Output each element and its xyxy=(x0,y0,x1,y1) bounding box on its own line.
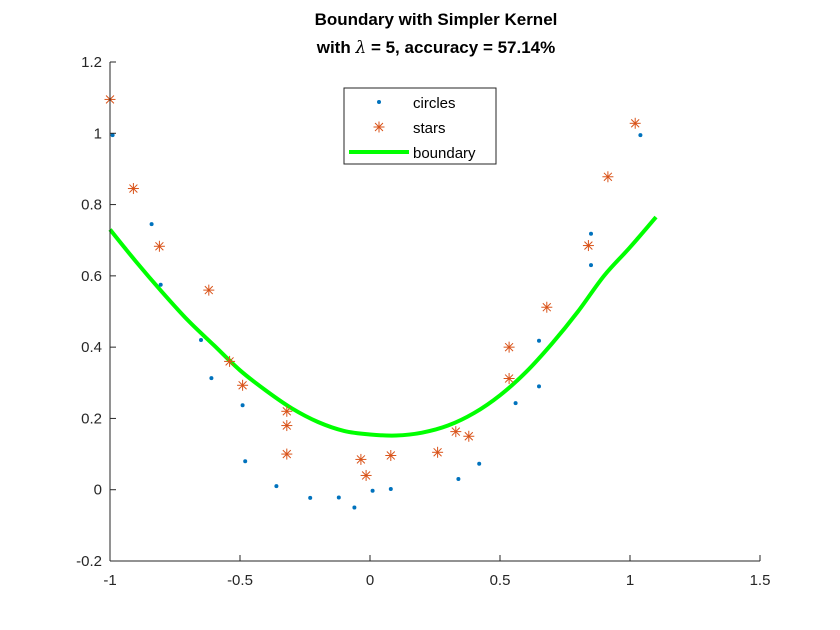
star-point xyxy=(503,373,515,385)
star-point-d2 xyxy=(433,447,442,457)
star-point xyxy=(629,117,641,129)
y-tick-label: 0.6 xyxy=(81,268,102,285)
star-point xyxy=(153,240,165,252)
circle-point xyxy=(589,263,593,268)
circle-point xyxy=(388,487,393,492)
star-point-d2 xyxy=(282,406,292,416)
circle-point xyxy=(209,376,214,381)
circle-point xyxy=(589,231,593,236)
star-point-d2 xyxy=(630,118,640,128)
x-ticks: -1 -0.5 0 0.5 1 1.5 xyxy=(103,555,770,589)
circle-point xyxy=(513,401,518,406)
star-point xyxy=(355,453,367,465)
circle-point xyxy=(110,133,115,138)
legend-star-glyph-d2 xyxy=(374,122,384,132)
star-point-d2 xyxy=(542,302,552,312)
star-point xyxy=(503,341,515,353)
x-tick-label: 1 xyxy=(626,572,634,589)
chart-subtitle: with λ = 5, accuracy = 57.14% xyxy=(316,38,556,58)
star-point-d2 xyxy=(356,455,366,464)
circle-point xyxy=(456,477,461,482)
y-tick-label: 0.4 xyxy=(81,339,102,356)
circle-point xyxy=(352,505,357,510)
star-point xyxy=(450,426,462,438)
circle-point xyxy=(370,488,375,493)
axes-lines xyxy=(109,62,760,562)
circle-point xyxy=(537,338,541,343)
legend: circles stars boundary xyxy=(343,87,497,165)
x-tick-label: 0.5 xyxy=(490,572,511,589)
star-point xyxy=(127,183,139,195)
star-point xyxy=(281,420,293,432)
circle-point xyxy=(308,495,313,500)
y-tick-label: 1.2 xyxy=(81,54,102,71)
star-point xyxy=(224,355,236,367)
circle-point xyxy=(158,282,163,287)
legend-entry-stars: stars xyxy=(373,120,446,137)
y-tick-label: -0.2 xyxy=(76,553,102,570)
y-ticks: -0.2 0 0.2 0.4 0.6 0.8 1 1.2 xyxy=(76,54,116,570)
legend-label-circles: circles xyxy=(413,95,456,112)
star-point-d2 xyxy=(584,241,593,250)
legend-label-boundary: boundary xyxy=(413,145,476,162)
star-point xyxy=(360,469,372,481)
circle-point xyxy=(243,459,248,464)
boundary-line xyxy=(108,215,658,438)
chart-title-group: Boundary with Simpler Kernel with λ = 5,… xyxy=(315,10,558,58)
chart-title: Boundary with Simpler Kernel xyxy=(315,10,558,29)
star-point-d2 xyxy=(451,427,461,436)
star-point-d2 xyxy=(155,241,164,251)
legend-label-stars: stars xyxy=(413,120,446,137)
legend-star-glyph xyxy=(373,121,385,133)
y-tick-label: 1 xyxy=(94,125,102,142)
x-tick-label: 1.5 xyxy=(750,572,771,589)
star-point-d2 xyxy=(238,380,247,390)
legend-entry-boundary: boundary xyxy=(349,145,476,162)
star-point-d2 xyxy=(504,374,514,383)
star-point xyxy=(432,446,444,458)
star-point xyxy=(237,379,249,391)
star-point xyxy=(463,430,475,442)
star-point-d2 xyxy=(204,285,214,295)
circle-point xyxy=(336,495,341,500)
star-point xyxy=(203,284,215,296)
star-point xyxy=(541,301,553,313)
star-point-d2 xyxy=(282,421,292,430)
circle-point xyxy=(477,461,482,466)
x-tick-label: -1 xyxy=(103,572,116,589)
circle-point xyxy=(638,133,643,138)
x-tick-label: 0 xyxy=(366,572,374,589)
star-point-d2 xyxy=(386,451,396,460)
y-tick-label: 0.2 xyxy=(81,410,102,427)
x-tick-label: -0.5 xyxy=(227,572,253,589)
y-tick-label: 0.8 xyxy=(81,197,102,214)
circle-point xyxy=(199,338,203,343)
legend-star-marker xyxy=(373,121,385,133)
series-layer xyxy=(104,93,658,510)
circle-point xyxy=(537,384,541,389)
y-tick-label: 0 xyxy=(94,482,102,499)
star-point xyxy=(602,171,614,183)
legend-entry-circles: circles xyxy=(377,95,456,112)
star-point xyxy=(385,449,397,461)
star-point-d2 xyxy=(225,357,234,366)
star-point xyxy=(582,240,594,252)
circle-point xyxy=(274,484,279,489)
circle-point xyxy=(149,222,154,227)
legend-circle-marker xyxy=(377,100,381,104)
star-point xyxy=(281,405,293,417)
star-point-d2 xyxy=(361,471,371,480)
star-point-d2 xyxy=(282,449,292,459)
star-point-d2 xyxy=(504,342,514,352)
star-point xyxy=(281,448,293,460)
star-point-d2 xyxy=(129,184,138,193)
star-point-d2 xyxy=(603,172,613,182)
star-point-d2 xyxy=(464,431,474,441)
circle-point xyxy=(240,403,245,408)
